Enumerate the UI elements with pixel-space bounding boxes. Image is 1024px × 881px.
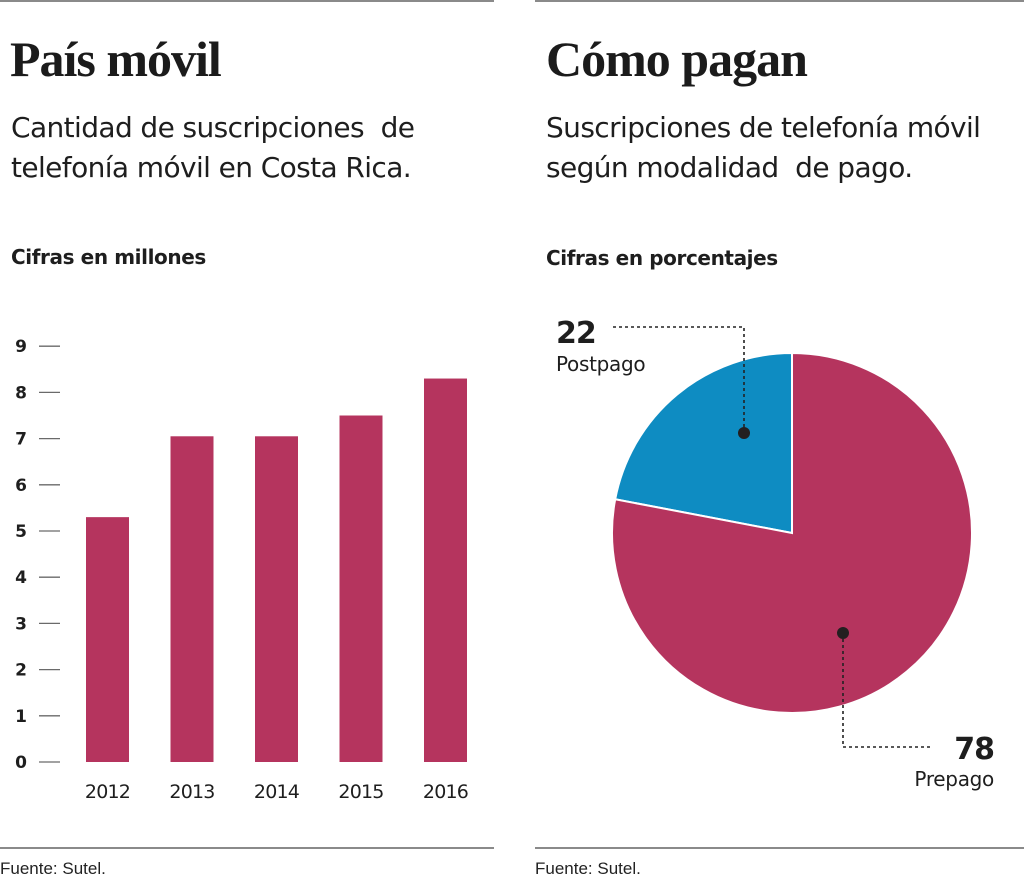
bar-chart: 0 1 2 3 4 5 6 7 8 9 2012 2013 2014 2015 2016 [15,337,469,803]
bar-2015 [339,415,383,762]
top-rule-right [535,0,1024,2]
bar-chart-title: País móvil [10,31,222,87]
y-tick-label: 6 [15,476,27,496]
x-tick-label: 2016 [423,781,468,803]
top-rule-left [0,0,494,2]
bar-chart-units-label: Cifras en millones [11,245,206,269]
bar-2013 [170,436,214,762]
y-tick-label: 5 [15,522,27,542]
pie-chart-subtitle-line-2: según modalidad de pago. [546,151,913,184]
pie-chart-slices [611,351,973,714]
x-tick-label: 2014 [254,781,300,803]
pie-chart-units-label: Cifras en porcentajes [546,246,778,270]
bar-chart-subtitle-line-2: telefonía móvil en Costa Rica. [11,151,412,184]
y-tick-label: 2 [15,661,27,681]
prepago-value-label: 78 [954,732,994,767]
x-tick-label: 2013 [169,781,214,803]
postpago-name-label: Postpago [556,352,645,376]
y-tick-label: 3 [15,614,27,634]
bar-chart-y-axis: 0 1 2 3 4 5 6 7 8 9 [15,337,60,773]
y-tick-label: 8 [15,383,27,403]
prepago-name-label: Prepago [914,767,994,791]
postpago-marker-dot [738,427,750,439]
bar-2016 [424,378,467,762]
postpago-leader-line [613,326,745,433]
y-tick-label: 1 [15,707,27,727]
bar-chart-source: Fuente: Sutel. [0,859,106,878]
pie-chart-source: Fuente: Sutel. [535,859,641,878]
prepago-leader-line [842,633,933,748]
bar-chart-subtitle: Cantidad de suscripciones de telefonía m… [11,108,415,188]
y-tick-label: 0 [15,753,27,773]
bottom-rule-right [535,847,1024,849]
pie-slice-prepago [611,351,973,714]
pie-slice-postpago [614,351,793,535]
bottom-rule-left [0,847,494,849]
postpago-value-label: 22 [556,316,596,351]
y-tick-label: 9 [15,337,27,357]
pie-chart-subtitle-line-1: Suscripciones de telefonía móvil [546,111,981,144]
prepago-marker-dot [837,627,849,639]
pie-chart-subtitle: Suscripciones de telefonía móvil según m… [546,108,981,188]
bar-chart-bars [86,378,467,762]
bar-chart-x-axis: 2012 2013 2014 2015 2016 [85,781,469,803]
bar-2014 [255,436,298,762]
bar-2012 [86,517,129,762]
y-tick-label: 4 [15,568,27,588]
x-tick-label: 2015 [338,781,383,803]
bar-chart-subtitle-line-1: Cantidad de suscripciones de [11,111,415,144]
x-tick-label: 2012 [85,781,130,803]
pie-chart-title: Cómo pagan [546,31,808,87]
y-tick-label: 7 [15,430,27,450]
